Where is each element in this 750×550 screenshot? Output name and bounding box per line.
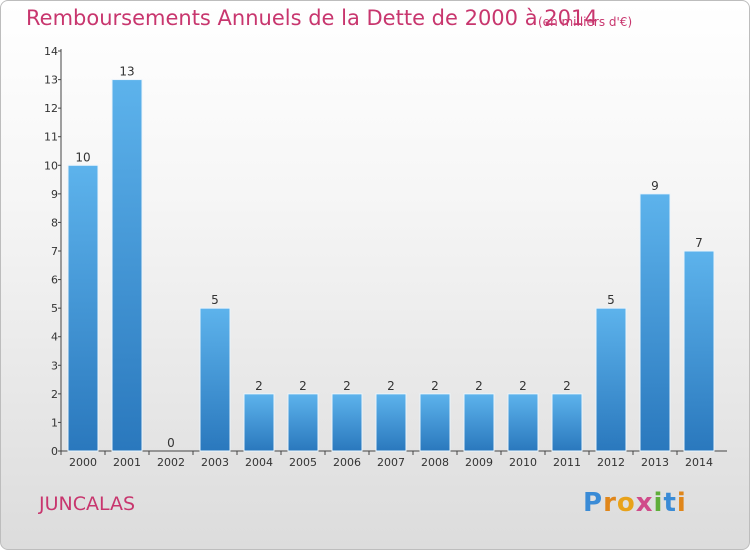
y-tick-label: 10 [44,159,58,172]
bar [243,393,275,452]
data-label: 7 [695,236,703,250]
commune-name: JUNCALAS [39,493,136,515]
bar [419,393,451,452]
x-tick-label: 2008 [421,456,449,469]
bar [463,393,495,452]
data-label: 0 [167,436,175,450]
x-tick-label: 2000 [69,456,97,469]
data-label: 2 [343,379,351,393]
bar [111,79,143,452]
bar [639,193,671,452]
x-tick-label: 2013 [641,456,669,469]
y-tick-label: 14 [44,45,58,58]
data-label: 2 [387,379,395,393]
bar [67,164,99,452]
data-label: 5 [211,293,219,307]
data-label: 2 [431,379,439,393]
y-tick-label: 8 [51,216,58,229]
bar [507,393,539,452]
x-tick-label: 2004 [245,456,273,469]
y-tick-label: 5 [51,302,58,315]
y-tick-label: 13 [44,74,58,87]
data-label: 9 [651,179,659,193]
data-label: 2 [299,379,307,393]
data-label: 5 [607,293,615,307]
bar [375,393,407,452]
y-tick-label: 0 [51,445,58,458]
proxiti-logo: Proxiti [583,488,687,518]
y-tick-label: 9 [51,188,58,201]
y-tick-label: 1 [51,416,58,429]
y-tick-label: 11 [44,131,58,144]
bar [331,393,363,452]
data-label: 2 [563,379,571,393]
data-label: 2 [255,379,263,393]
x-tick-label: 2003 [201,456,229,469]
x-tick-label: 2010 [509,456,537,469]
x-tick-label: 2006 [333,456,361,469]
y-tick-label: 3 [51,359,58,372]
x-tick-label: 2002 [157,456,185,469]
x-tick-label: 2005 [289,456,317,469]
bar [287,393,319,452]
x-tick-label: 2007 [377,456,405,469]
y-tick-label: 6 [51,274,58,287]
bar [199,307,231,452]
bar [551,393,583,452]
chart-title: Remboursements Annuels de la Dette de 20… [26,6,598,30]
y-tick-label: 12 [44,102,58,115]
data-label: 2 [519,379,527,393]
x-tick-label: 2011 [553,456,581,469]
y-tick-label: 7 [51,245,58,258]
x-tick-label: 2009 [465,456,493,469]
chart-subtitle: (en milliers d'€) [538,15,633,29]
bar [595,307,627,452]
y-tick-label: 4 [51,331,58,344]
y-tick-label: 2 [51,388,58,401]
bar [683,250,715,452]
x-tick-label: 2001 [113,456,141,469]
x-tick-label: 2012 [597,456,625,469]
data-label: 10 [75,150,90,164]
data-label: 13 [119,65,134,79]
data-label: 2 [475,379,483,393]
x-tick-label: 2014 [685,456,713,469]
